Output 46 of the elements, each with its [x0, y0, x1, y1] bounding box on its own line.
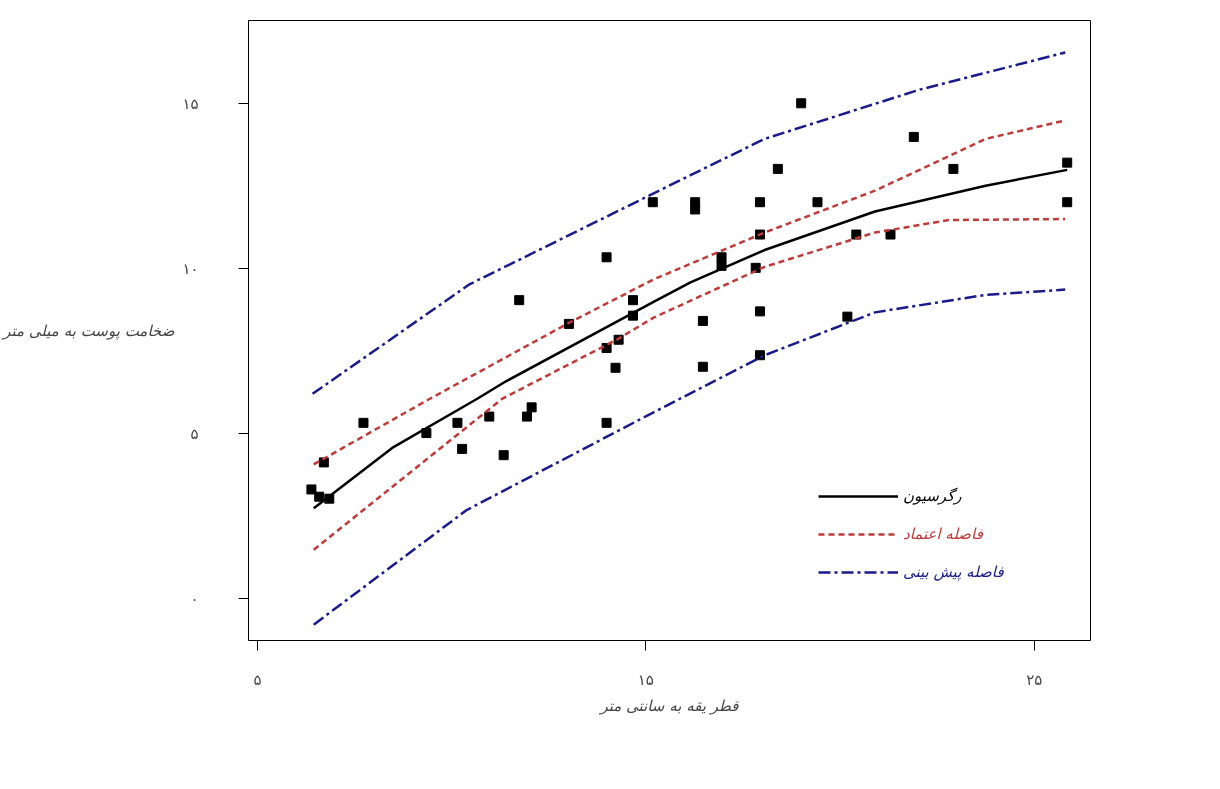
- point: [421, 428, 432, 439]
- point: [610, 362, 621, 373]
- point: [812, 197, 823, 208]
- point: [452, 417, 463, 428]
- text: فاصله اعتماد: [903, 525, 983, 543]
- point: [314, 491, 325, 502]
- point: [498, 450, 509, 461]
- x-tick-label: ۱۵: [637, 670, 654, 689]
- point: [948, 163, 959, 174]
- line-series: [312, 288, 1067, 626]
- point: [647, 197, 658, 208]
- x-axis-title: قطر یقه به سانتی متر: [598, 696, 740, 715]
- point: [697, 361, 708, 372]
- y-tick-label: ۰: [190, 589, 199, 608]
- point: [514, 295, 525, 306]
- point: [885, 229, 896, 240]
- y-tick-label: ۱۰: [182, 259, 199, 278]
- point: [842, 311, 853, 322]
- point: [697, 315, 708, 326]
- point: [601, 252, 612, 263]
- point: [358, 417, 369, 428]
- point: [521, 411, 532, 422]
- point: [306, 484, 317, 495]
- y-tick-label: ۱۵: [182, 94, 199, 113]
- text: رگرسیون: [903, 487, 962, 505]
- line-series: [312, 217, 1067, 552]
- point: [526, 402, 537, 413]
- point: [484, 411, 495, 422]
- point: [1062, 197, 1073, 208]
- point: [796, 98, 807, 109]
- x-tick-label: ۲۵: [1026, 670, 1043, 689]
- text: فاصله پیش بینی: [903, 563, 1004, 581]
- x-tick-label: ۵: [253, 670, 262, 689]
- point: [716, 252, 727, 263]
- point: [601, 417, 612, 428]
- point: [627, 295, 638, 306]
- point: [754, 306, 765, 317]
- y-axis-title: ضخامت پوست به میلی متر: [1, 321, 175, 340]
- point: [457, 443, 468, 454]
- point: [754, 197, 765, 208]
- point: [1062, 157, 1073, 168]
- point: [690, 204, 701, 215]
- point: [772, 163, 783, 174]
- point: [908, 131, 919, 142]
- y-tick-label: ۵: [190, 424, 199, 443]
- line-series: [311, 51, 1067, 396]
